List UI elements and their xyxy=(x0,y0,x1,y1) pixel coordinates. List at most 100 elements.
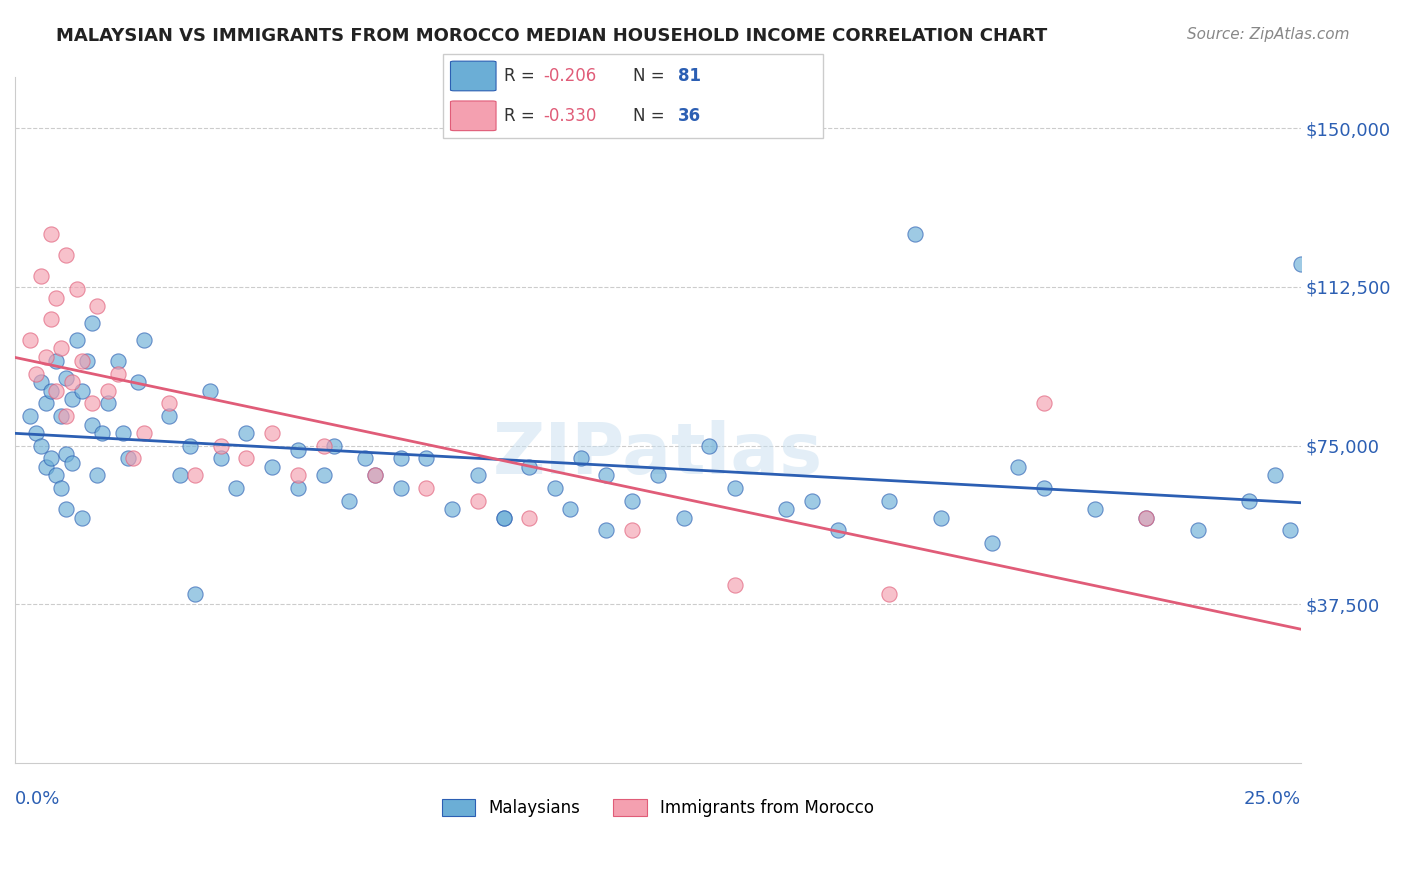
Point xyxy=(51,342,73,356)
Point xyxy=(322,439,344,453)
Point xyxy=(45,291,67,305)
Point xyxy=(35,350,58,364)
Point xyxy=(132,333,155,347)
Point xyxy=(560,502,582,516)
Point xyxy=(415,451,437,466)
Point xyxy=(184,587,207,601)
Text: -0.330: -0.330 xyxy=(544,107,598,125)
Point xyxy=(55,409,77,423)
Point xyxy=(39,384,62,398)
Point xyxy=(1187,524,1209,538)
Point xyxy=(389,451,412,466)
Point xyxy=(1032,396,1054,410)
Point xyxy=(127,375,149,389)
Point xyxy=(86,299,108,313)
Point xyxy=(492,510,515,524)
Point xyxy=(492,510,515,524)
Point xyxy=(981,536,1004,550)
Point xyxy=(91,425,114,440)
Text: 0.0%: 0.0% xyxy=(15,790,60,808)
Point xyxy=(30,439,52,453)
Point xyxy=(364,468,387,483)
Text: 25.0%: 25.0% xyxy=(1243,790,1301,808)
Point xyxy=(595,468,617,483)
Point xyxy=(441,502,464,516)
Point xyxy=(70,354,93,368)
Point xyxy=(672,510,695,524)
Point xyxy=(724,481,747,495)
Point xyxy=(55,502,77,516)
Text: 36: 36 xyxy=(678,107,702,125)
Point xyxy=(467,493,489,508)
FancyBboxPatch shape xyxy=(450,101,496,130)
Point xyxy=(111,425,134,440)
Point xyxy=(697,439,720,453)
Text: ZIPatlas: ZIPatlas xyxy=(492,420,823,489)
Point xyxy=(66,333,89,347)
Point xyxy=(45,354,67,368)
Point xyxy=(287,481,309,495)
Point xyxy=(353,451,375,466)
Point xyxy=(51,481,73,495)
Point xyxy=(1032,481,1054,495)
Point xyxy=(39,451,62,466)
Point xyxy=(107,367,129,381)
Point xyxy=(1289,257,1312,271)
Point xyxy=(827,524,849,538)
Point xyxy=(775,502,797,516)
Text: R =: R = xyxy=(503,67,540,85)
Point xyxy=(209,451,232,466)
Point xyxy=(801,493,824,508)
Point xyxy=(45,384,67,398)
Point xyxy=(35,459,58,474)
Point xyxy=(877,493,900,508)
Text: Source: ZipAtlas.com: Source: ZipAtlas.com xyxy=(1187,27,1350,42)
Point xyxy=(55,371,77,385)
Point xyxy=(55,248,77,262)
Point xyxy=(225,481,247,495)
Point xyxy=(70,384,93,398)
Point xyxy=(70,510,93,524)
Point xyxy=(724,578,747,592)
Point xyxy=(1135,510,1157,524)
Point xyxy=(60,456,83,470)
Point xyxy=(1264,468,1286,483)
Point xyxy=(517,510,540,524)
Point xyxy=(20,409,42,423)
Point xyxy=(621,493,644,508)
Point xyxy=(60,375,83,389)
Text: N =: N = xyxy=(633,107,669,125)
Point xyxy=(76,354,98,368)
Point xyxy=(904,227,927,241)
Point xyxy=(467,468,489,483)
Point xyxy=(415,481,437,495)
Point xyxy=(364,468,387,483)
Point xyxy=(107,354,129,368)
Point xyxy=(157,409,180,423)
Point xyxy=(517,459,540,474)
Point xyxy=(595,524,617,538)
Point xyxy=(157,396,180,410)
Point xyxy=(45,468,67,483)
Point xyxy=(287,442,309,457)
Point xyxy=(169,468,191,483)
Point xyxy=(312,468,335,483)
Text: MALAYSIAN VS IMMIGRANTS FROM MOROCCO MEDIAN HOUSEHOLD INCOME CORRELATION CHART: MALAYSIAN VS IMMIGRANTS FROM MOROCCO MED… xyxy=(56,27,1047,45)
Text: N =: N = xyxy=(633,67,669,85)
Point xyxy=(24,367,46,381)
Point xyxy=(20,333,42,347)
Point xyxy=(39,227,62,241)
Point xyxy=(60,392,83,406)
Text: R =: R = xyxy=(503,107,540,125)
Point xyxy=(1007,459,1029,474)
Point xyxy=(621,524,644,538)
Point xyxy=(647,468,669,483)
Point xyxy=(55,447,77,461)
Point xyxy=(122,451,145,466)
Point xyxy=(39,311,62,326)
Point xyxy=(312,439,335,453)
Point xyxy=(82,316,104,330)
Point xyxy=(1279,524,1302,538)
Point xyxy=(1237,493,1260,508)
FancyBboxPatch shape xyxy=(443,54,823,138)
